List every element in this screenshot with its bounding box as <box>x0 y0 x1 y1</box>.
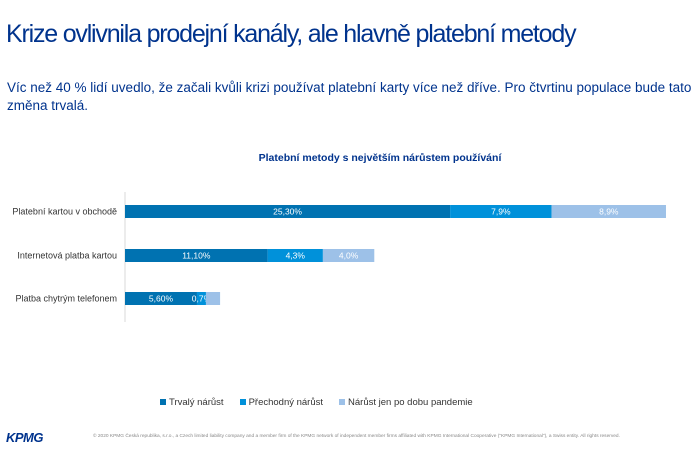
bar-segment <box>450 205 552 218</box>
data-label: 4,0% <box>339 251 359 261</box>
bar-segment <box>205 292 221 305</box>
category-label: Internetová platba kartou <box>17 251 117 261</box>
chart-legend: Trvalý nárůst Přechodný nárůst Nárůst jen … <box>160 397 473 408</box>
data-label: 0,7% <box>192 294 212 304</box>
legend-label: Nárůst jen po dobu pandemie <box>348 397 473 408</box>
page-subtitle: Víc než 40 % lidí uvedlo, že začali kvůl… <box>7 80 692 113</box>
bar-segment <box>196 292 206 305</box>
data-label: 4,3% <box>286 251 306 261</box>
page-title: Krize ovlivnila prodejní kanály, ale hla… <box>6 20 577 48</box>
bar-chart: Platební kartou v obchodě 25,30% 7,9% 8,9% I… <box>12 192 666 322</box>
data-label: 11,10% <box>182 251 211 261</box>
kpmg-logo: KPMG <box>6 430 44 445</box>
legend-swatch <box>160 399 166 405</box>
bar-segment <box>125 205 451 218</box>
legend-label: Trvalý nárůst <box>169 397 224 408</box>
bar-segment <box>551 205 666 218</box>
copyright-text: © 2020 KPMG Česká republika, s.r.o., a C… <box>93 434 620 439</box>
legend-swatch <box>239 399 246 405</box>
data-label: 25,30% <box>273 207 302 217</box>
data-label: 8,9% <box>599 207 619 217</box>
bar-segment <box>125 292 197 305</box>
chart-title: Platební metody s největším nárůstem pou… <box>258 152 502 164</box>
data-label: 1,1% <box>226 294 246 304</box>
data-label: 5,60% <box>149 294 174 304</box>
bar-segment <box>125 249 268 262</box>
legend-label: Přechodný nárůst <box>248 397 324 408</box>
legend-swatch <box>339 399 346 405</box>
legend-item: Nárůst jen po dobu pandemie <box>339 397 473 408</box>
data-label: 7,9% <box>491 207 511 217</box>
legend-item: Přechodný nárůst <box>239 397 324 408</box>
bar-segment <box>267 249 323 262</box>
bar-segment <box>322 249 375 262</box>
category-label: Platba chytrým telefonem <box>15 294 117 304</box>
legend-item: Trvalý nárůst <box>160 397 224 408</box>
category-label: Platební kartou v obchodě <box>12 207 117 217</box>
